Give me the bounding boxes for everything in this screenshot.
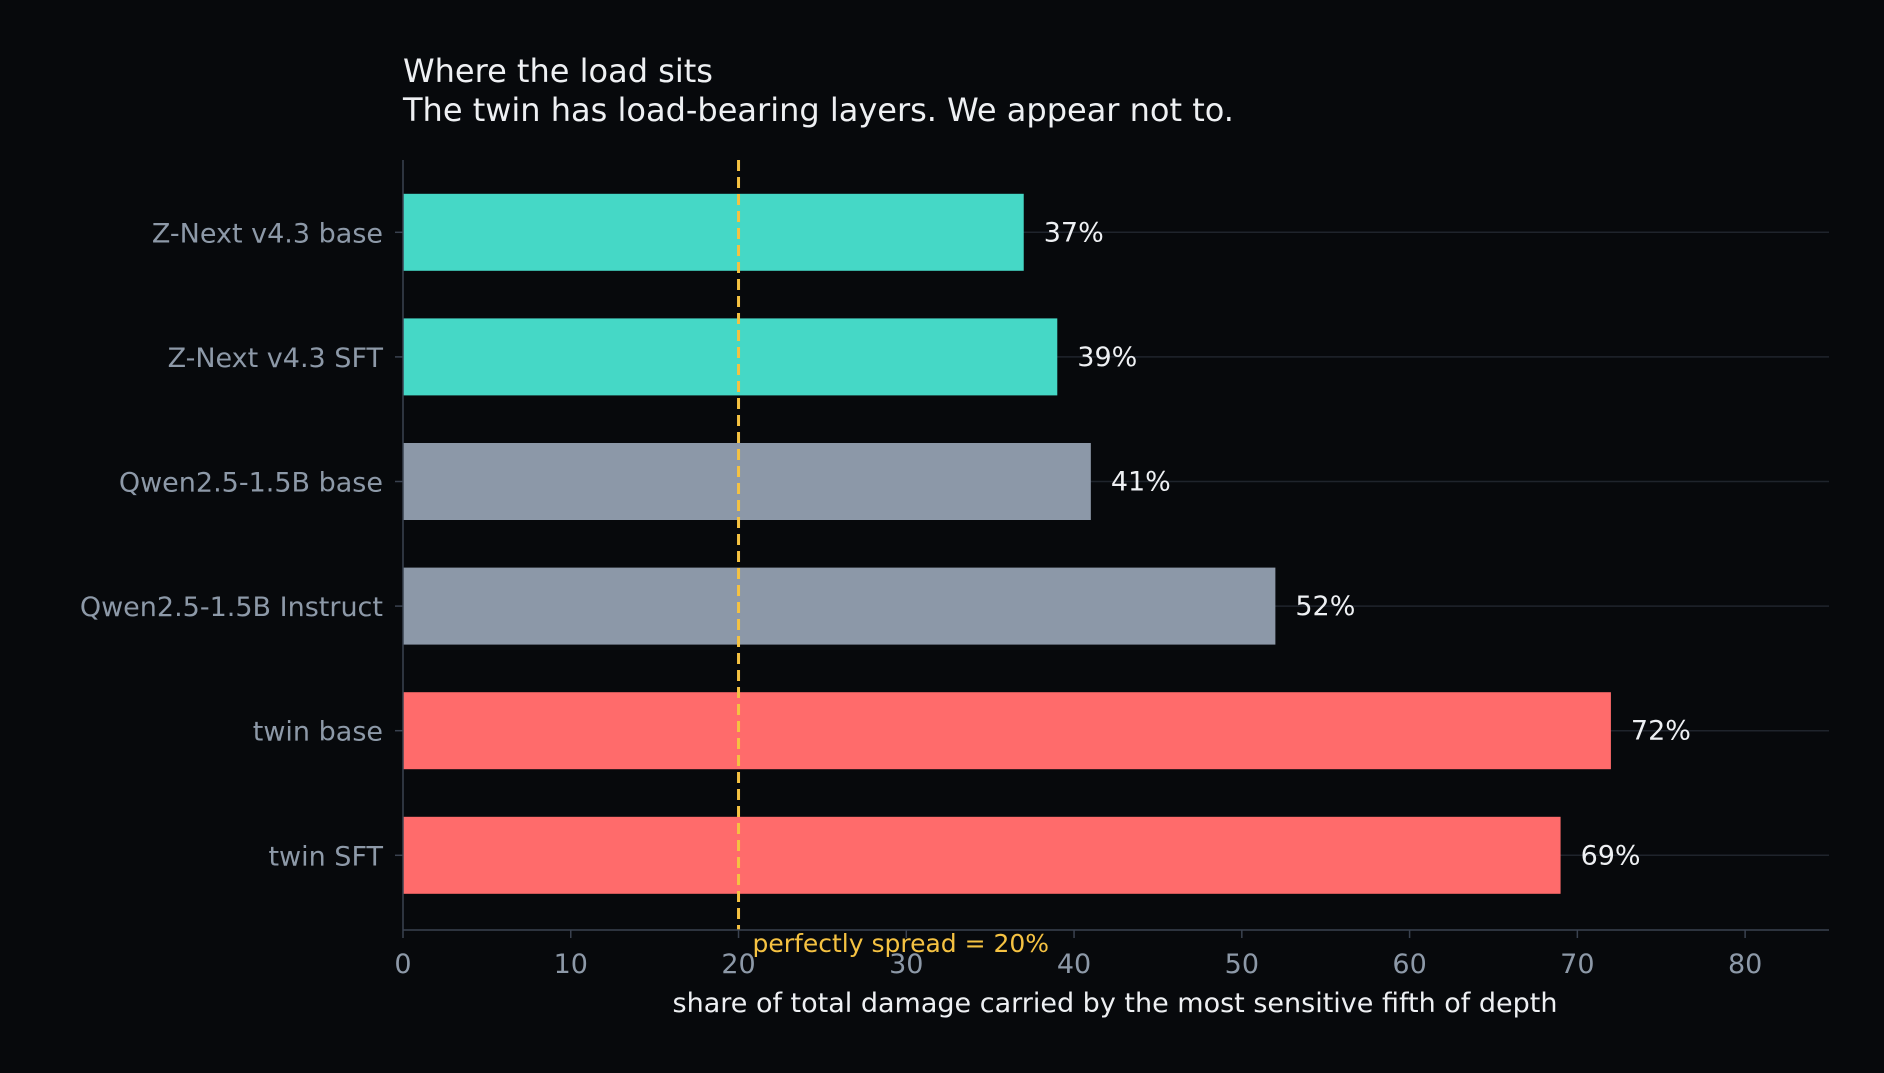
- value-label: 37%: [1044, 217, 1104, 248]
- reference-line-label: perfectly spread = 20%: [753, 929, 1050, 958]
- x-tick-label: 60: [1392, 949, 1426, 980]
- bar: [403, 443, 1091, 520]
- axes: Z-Next v4.3 base Z-Next v4.3 SFT Qwen2.5-1…: [80, 160, 1829, 980]
- bar: [403, 193, 1024, 271]
- x-tick-label: 50: [1225, 949, 1259, 980]
- x-tick-label: 80: [1728, 949, 1762, 980]
- x-axis-label: share of total damage carried by the mos…: [673, 988, 1558, 1019]
- chart-subtitle: The twin has load-bearing layers. We app…: [402, 91, 1234, 129]
- y-tick-label: Qwen2.5-1.5B Instruct: [80, 592, 383, 623]
- y-tick-label: twin SFT: [268, 841, 383, 872]
- value-label: 39%: [1077, 342, 1137, 373]
- bar: [403, 692, 1611, 770]
- x-tick-label: 10: [554, 949, 588, 980]
- value-label: 52%: [1295, 591, 1355, 622]
- y-tick-label: Z-Next v4.3 base: [152, 218, 383, 249]
- bar: [403, 816, 1561, 894]
- x-tick-label: 40: [1057, 949, 1091, 980]
- y-tick-label: Qwen2.5-1.5B base: [119, 468, 383, 499]
- x-tick-label: 0: [394, 949, 411, 980]
- bar: [403, 318, 1058, 396]
- chart-title: Where the load sits: [403, 52, 713, 90]
- reference-line-group: perfectly spread = 20%: [737, 160, 1050, 958]
- x-tick-label: 70: [1560, 949, 1594, 980]
- value-label: 41%: [1111, 467, 1171, 498]
- y-tick-label: twin base: [253, 717, 383, 748]
- x-tick-label: 20: [721, 949, 755, 980]
- value-label: 69%: [1581, 840, 1641, 871]
- bars: 37% 39% 41% 52% 72% 69%: [403, 193, 1691, 894]
- x-tick-label: 30: [889, 949, 923, 980]
- y-tick-label: Z-Next v4.3 SFT: [168, 343, 384, 374]
- value-label: 72%: [1631, 716, 1691, 747]
- bar: [403, 567, 1276, 645]
